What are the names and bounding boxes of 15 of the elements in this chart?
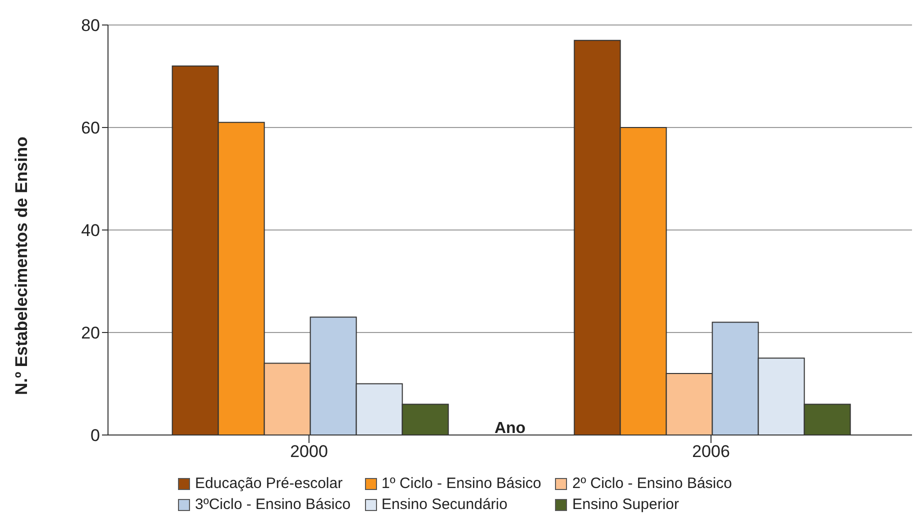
- legend-label: Educação Pré-escolar: [195, 475, 343, 492]
- y-axis-title: N.º Estabelecimentos de Ensino: [12, 136, 32, 395]
- legend-label: Ensino Superior: [572, 496, 679, 513]
- y-tick-label: 0: [90, 426, 100, 446]
- legend-label: Ensino Secundário: [382, 496, 508, 513]
- y-tick-label: 20: [81, 324, 100, 343]
- x-axis-title: Ano: [494, 420, 526, 437]
- x-tick-label: 2006: [692, 442, 730, 462]
- y-tick-label: 80: [81, 16, 100, 36]
- legend-label: 2º Ciclo - Ensino Básico: [572, 475, 732, 492]
- y-tick-label: 40: [81, 221, 100, 240]
- x-tick-label: 2000: [290, 442, 328, 462]
- y-tick-label: 60: [81, 118, 100, 138]
- legend-label: 3ºCiclo - Ensino Básico: [195, 496, 351, 513]
- legend-label: 1º Ciclo - Ensino Básico: [382, 475, 542, 492]
